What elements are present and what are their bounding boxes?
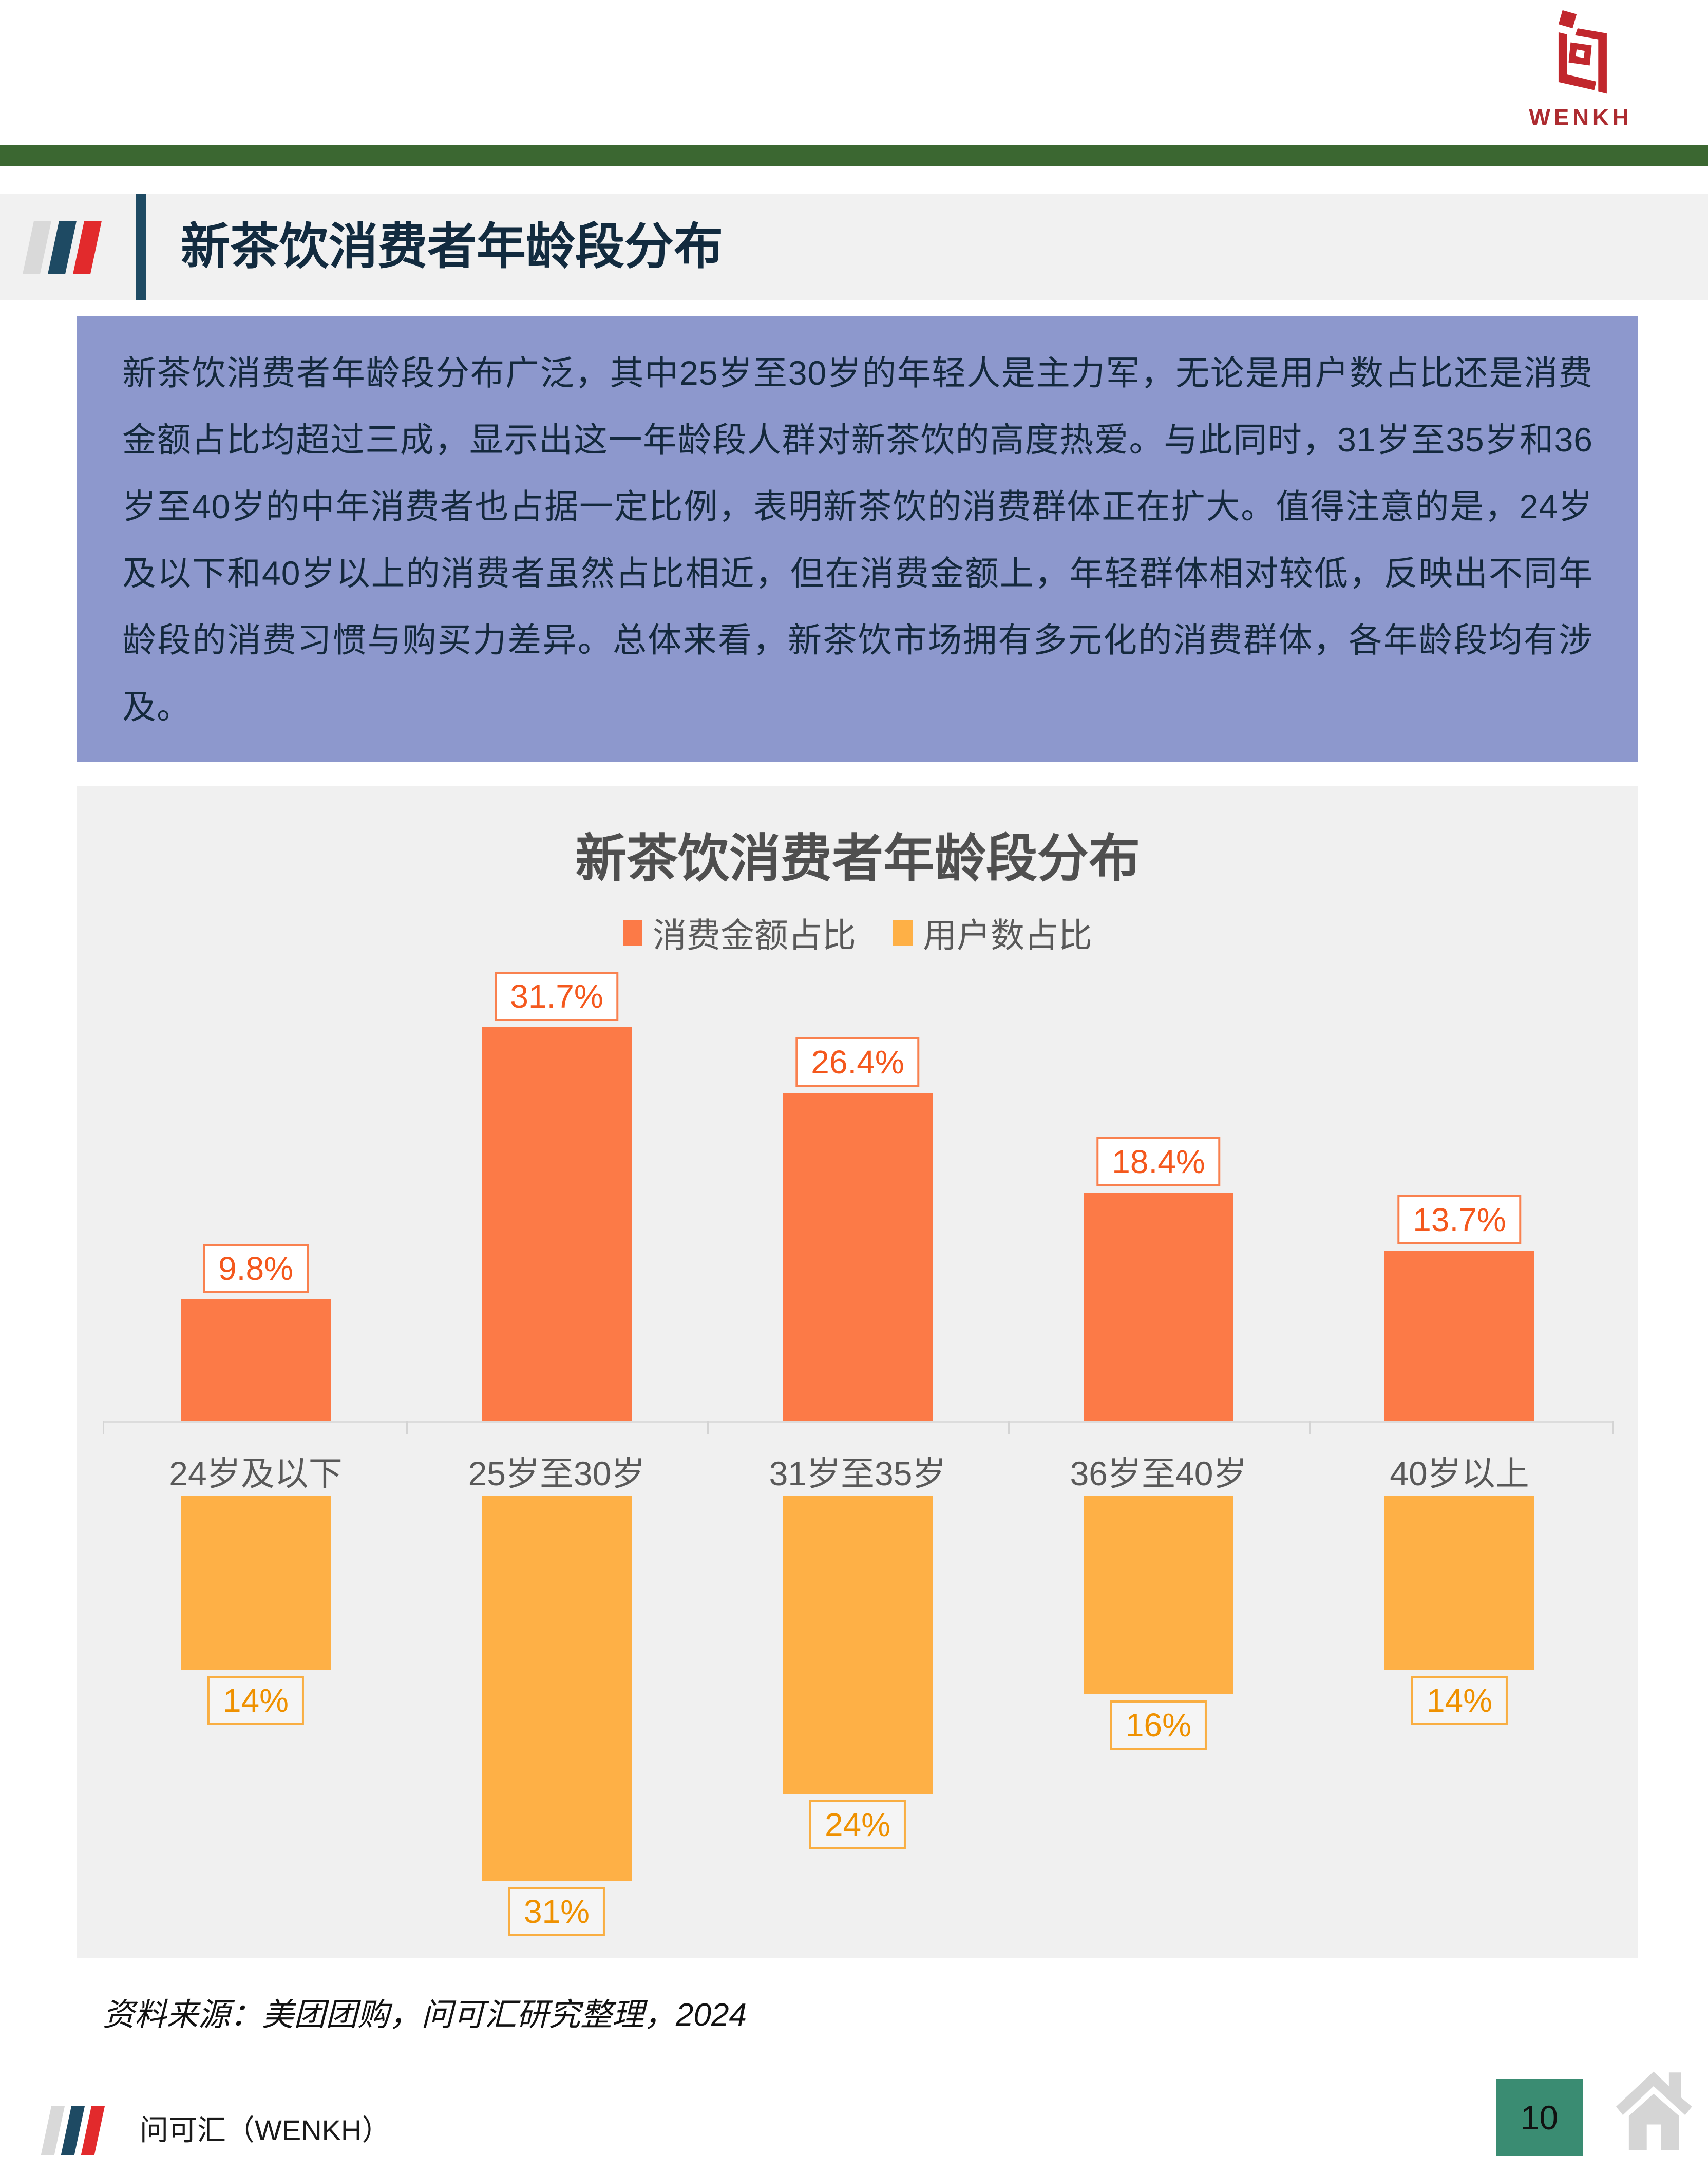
footer-company: 问可汇（WENKH） <box>140 2114 391 2146</box>
brand-wordmark: WENKH <box>1529 105 1633 130</box>
home-icon[interactable] <box>1611 2062 1696 2160</box>
header-band <box>0 194 1708 300</box>
bar-users <box>783 1496 933 1794</box>
axis-tick <box>1309 1421 1311 1434</box>
category-label: 31岁至35岁 <box>769 1454 946 1492</box>
title-accent-bar <box>136 194 146 300</box>
value-label-consumption: 9.8% <box>203 1244 309 1293</box>
stripe-gray <box>41 2106 65 2155</box>
bar-consumption <box>1384 1251 1534 1421</box>
legend-swatch-consumption <box>623 920 642 946</box>
chart-panel: 新茶饮消费者年龄段分布 消费金额占比 用户数占比 9.8% 24岁及以下 14% 31… <box>77 786 1638 1958</box>
top-accent-bar <box>0 145 1708 166</box>
page-title: 新茶饮消费者年龄段分布 <box>181 219 723 274</box>
summary-text: 新茶饮消费者年龄段分布广泛，其中25岁至30岁的年轻人是主力军，无论是用户数占比… <box>122 354 1593 726</box>
bar-consumption <box>1084 1193 1233 1421</box>
bar-users <box>181 1496 331 1670</box>
page-number: 10 <box>1520 2099 1559 2137</box>
category-label: 36岁至40岁 <box>1070 1454 1247 1492</box>
value-label-consumption: 26.4% <box>795 1037 920 1087</box>
axis-tick <box>707 1421 709 1434</box>
category-label: 40岁以上 <box>1390 1454 1529 1492</box>
value-label-consumption: 13.7% <box>1397 1195 1522 1244</box>
bar-consumption <box>181 1299 331 1421</box>
stripe-red <box>81 2106 105 2155</box>
wenkh-logo-icon <box>1558 10 1607 94</box>
axis-tick <box>1008 1421 1010 1434</box>
summary-box: 新茶饮消费者年龄段分布广泛，其中25岁至30岁的年轻人是主力军，无论是用户数占比… <box>77 316 1638 762</box>
stripe-navy <box>61 2106 85 2155</box>
chart-legend: 消费金额占比 用户数占比 <box>77 908 1638 957</box>
chart-title: 新茶饮消费者年龄段分布 <box>575 830 1140 887</box>
value-label-consumption: 18.4% <box>1096 1137 1221 1186</box>
legend-item-users: 用户数占比 <box>893 908 1092 957</box>
header-accent-stripes <box>22 221 104 274</box>
category-label: 25岁至30岁 <box>468 1454 646 1492</box>
brand-logo: WENKH <box>1514 6 1647 130</box>
x-axis-line <box>103 1421 1612 1423</box>
bar-consumption <box>783 1093 933 1421</box>
value-label-users: 16% <box>1110 1700 1207 1750</box>
chart-plot: 9.8% 24岁及以下 14% 31.7% 25岁至30岁 31% 26.4% 31岁至35岁… <box>77 786 1638 1958</box>
value-label-users: 14% <box>207 1676 305 1725</box>
bar-users <box>482 1496 632 1881</box>
legend-label-consumption: 消费金额占比 <box>653 916 856 954</box>
value-label-users: 14% <box>1411 1676 1508 1725</box>
legend-swatch-users <box>893 920 913 946</box>
bar-consumption <box>482 1027 632 1421</box>
category-label: 24岁及以下 <box>169 1454 343 1492</box>
page-number-badge: 10 <box>1496 2079 1583 2156</box>
legend-item-consumption: 消费金额占比 <box>623 908 856 957</box>
value-label-users: 24% <box>809 1800 906 1849</box>
source-note: 资料来源：美团团购，问可汇研究整理，2024 <box>103 1997 747 2033</box>
legend-label-users: 用户数占比 <box>923 916 1092 954</box>
bar-users <box>1084 1496 1233 1694</box>
stripe-red <box>72 221 102 274</box>
value-label-consumption: 31.7% <box>495 972 619 1021</box>
axis-tick <box>103 1421 104 1434</box>
axis-tick <box>1612 1421 1614 1434</box>
axis-tick <box>406 1421 408 1434</box>
value-label-users: 31% <box>508 1887 605 1936</box>
stripe-navy <box>47 221 77 274</box>
footer-accent-stripes <box>41 2106 106 2155</box>
bar-users <box>1384 1496 1534 1670</box>
